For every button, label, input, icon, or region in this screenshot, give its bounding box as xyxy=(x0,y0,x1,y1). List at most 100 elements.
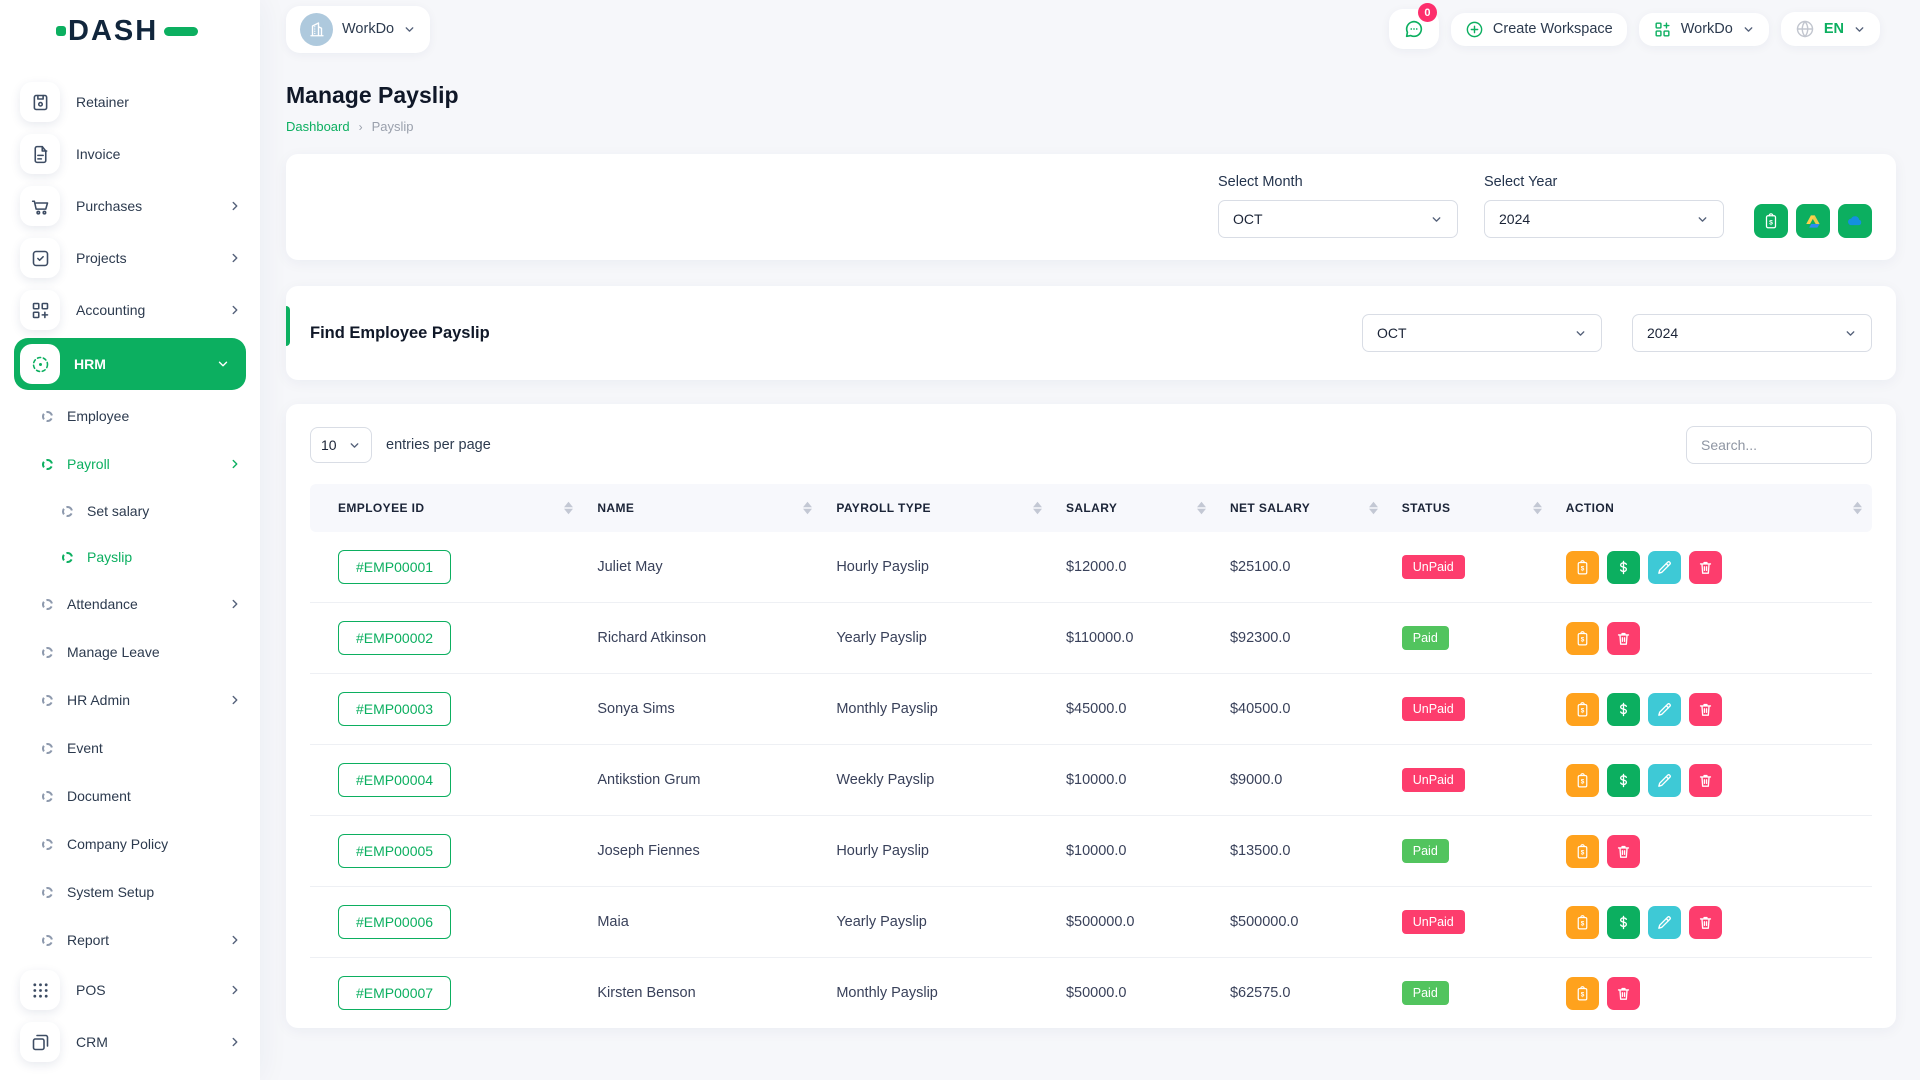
messages-button[interactable]: 0 xyxy=(1388,3,1439,49)
payslip-icon: $ xyxy=(1574,985,1591,1002)
sidebar-item-hr-admin[interactable]: HR Admin xyxy=(0,676,260,724)
payslip-button[interactable]: $ xyxy=(1565,621,1599,655)
payslip-button[interactable]: $ xyxy=(1565,905,1599,939)
onedrive-export-button[interactable] xyxy=(1838,204,1872,238)
svg-text:$: $ xyxy=(1580,707,1584,714)
sidebar-item-employee[interactable]: Employee xyxy=(0,392,260,440)
workspace-building-icon xyxy=(300,12,333,46)
breadcrumb-dashboard-link[interactable]: Dashboard xyxy=(286,119,350,134)
month-select-value: OCT xyxy=(1233,211,1263,227)
workspace-switcher[interactable]: WorkDo xyxy=(286,5,431,53)
cell-action: $ xyxy=(1551,957,1872,1028)
language-dropdown[interactable]: EN xyxy=(1780,12,1880,46)
payslip-button[interactable]: $ xyxy=(1565,976,1599,1010)
onedrive-icon xyxy=(1847,216,1862,226)
find-month-select[interactable]: OCT xyxy=(1362,314,1602,352)
payment-button[interactable] xyxy=(1606,905,1640,939)
sidebar-item-accounting[interactable]: Accounting xyxy=(0,284,260,336)
table-row: #EMP00002 Richard Atkinson Yearly Payslip $… xyxy=(310,602,1872,674)
sidebar-item-pos[interactable]: POS xyxy=(0,964,260,1016)
status-badge: Paid xyxy=(1401,626,1449,650)
sidebar-item-system-setup[interactable]: System Setup xyxy=(0,868,260,916)
payslip-button[interactable]: $ xyxy=(1565,834,1599,868)
payslip-button[interactable]: $ xyxy=(1565,692,1599,726)
delete-icon xyxy=(1697,559,1714,576)
employee-id-link[interactable]: #EMP00003 xyxy=(338,692,452,726)
projects-icon xyxy=(20,238,60,278)
app-logo[interactable]: DASH xyxy=(0,0,260,62)
cell-action: $ xyxy=(1551,602,1872,674)
cell-payroll-type: Yearly Payslip xyxy=(822,886,1052,958)
payment-button[interactable] xyxy=(1606,692,1640,726)
status-badge: UnPaid xyxy=(1401,910,1465,934)
hrm-icon xyxy=(20,344,60,384)
column-header-salary[interactable]: SALARY xyxy=(1051,484,1216,532)
employee-id-link[interactable]: #EMP00006 xyxy=(338,905,452,939)
sidebar-item-crm[interactable]: CRM xyxy=(0,1016,260,1068)
sidebar-item-hrm[interactable]: HRM xyxy=(14,338,246,390)
delete-button[interactable] xyxy=(1606,834,1640,868)
cell-payroll-type: Hourly Payslip xyxy=(836,559,929,575)
cell-name: Kirsten Benson xyxy=(583,957,823,1028)
edit-button[interactable] xyxy=(1647,905,1681,939)
delete-button[interactable] xyxy=(1688,550,1722,584)
delete-button[interactable] xyxy=(1606,621,1640,655)
search-input[interactable] xyxy=(1686,426,1872,464)
payslip-button[interactable]: $ xyxy=(1565,763,1599,797)
sidebar-item-manage-leave[interactable]: Manage Leave xyxy=(0,628,260,676)
sidebar-item-event[interactable]: Event xyxy=(0,724,260,772)
column-header-action[interactable]: ACTION xyxy=(1551,484,1872,532)
cell-net-salary: $9000.0 xyxy=(1215,744,1388,816)
bulk-payslip-button[interactable]: $ xyxy=(1754,204,1788,238)
sidebar-item-projects[interactable]: Projects xyxy=(0,232,260,284)
employee-id-link[interactable]: #EMP00005 xyxy=(338,834,452,868)
dot-icon xyxy=(42,598,53,610)
edit-button[interactable] xyxy=(1647,692,1681,726)
status-badge: UnPaid xyxy=(1401,697,1465,721)
page-size-select[interactable]: 10 xyxy=(310,427,372,463)
employee-id-link[interactable]: #EMP00001 xyxy=(338,550,452,584)
payment-button[interactable] xyxy=(1606,763,1640,797)
create-workspace-button[interactable]: Create Workspace xyxy=(1450,12,1627,46)
edit-button[interactable] xyxy=(1647,763,1681,797)
sidebar-item-report[interactable]: Report xyxy=(0,916,260,964)
sidebar-item-invoice[interactable]: Invoice xyxy=(0,128,260,180)
employee-id-link[interactable]: #EMP00007 xyxy=(338,976,452,1010)
employee-id-link[interactable]: #EMP00004 xyxy=(338,763,452,797)
delete-button[interactable] xyxy=(1688,763,1722,797)
payment-icon xyxy=(1615,772,1632,789)
delete-button[interactable] xyxy=(1688,905,1722,939)
delete-icon xyxy=(1697,701,1714,718)
sidebar-item-purchases[interactable]: Purchases xyxy=(0,180,260,232)
sidebar-item-payroll[interactable]: Payroll xyxy=(0,440,260,488)
dot-icon xyxy=(42,458,53,470)
sidebar-item-company-policy[interactable]: Company Policy xyxy=(0,820,260,868)
sidebar-item-set-salary[interactable]: Set salary xyxy=(0,488,260,534)
column-header-status[interactable]: STATUS xyxy=(1387,484,1552,532)
sidebar-item-attendance[interactable]: Attendance xyxy=(0,580,260,628)
app-menu-dropdown[interactable]: WorkDo xyxy=(1638,12,1769,46)
sidebar-item-payslip[interactable]: Payslip xyxy=(0,534,260,580)
sidebar-item-label: Projects xyxy=(76,250,127,266)
column-header-net-salary[interactable]: NET SALARY xyxy=(1215,484,1388,532)
sidebar-item-retainer[interactable]: Retainer xyxy=(0,76,260,128)
delete-button[interactable] xyxy=(1606,976,1640,1010)
employee-id-link[interactable]: #EMP00002 xyxy=(338,621,452,655)
column-header-name[interactable]: NAME xyxy=(583,484,823,532)
google-drive-export-button[interactable] xyxy=(1796,204,1830,238)
edit-button[interactable] xyxy=(1647,550,1681,584)
year-select[interactable]: 2024 xyxy=(1484,200,1724,238)
find-year-select[interactable]: 2024 xyxy=(1632,314,1872,352)
payment-button[interactable] xyxy=(1606,550,1640,584)
month-select[interactable]: OCT xyxy=(1218,200,1458,238)
create-workspace-label: Create Workspace xyxy=(1492,21,1613,37)
find-card-selects: OCT 2024 xyxy=(1362,314,1872,352)
sidebar-item-document[interactable]: Document xyxy=(0,772,260,820)
column-header-employee-id[interactable]: EMPLOYEE ID xyxy=(310,484,584,532)
delete-button[interactable] xyxy=(1688,692,1722,726)
payment-icon xyxy=(1615,559,1632,576)
column-header-payroll-type[interactable]: PAYROLL TYPE xyxy=(822,484,1052,532)
cell-action: $ xyxy=(1551,673,1872,745)
payslip-button[interactable]: $ xyxy=(1565,550,1599,584)
workspace-label: WorkDo xyxy=(342,21,395,37)
